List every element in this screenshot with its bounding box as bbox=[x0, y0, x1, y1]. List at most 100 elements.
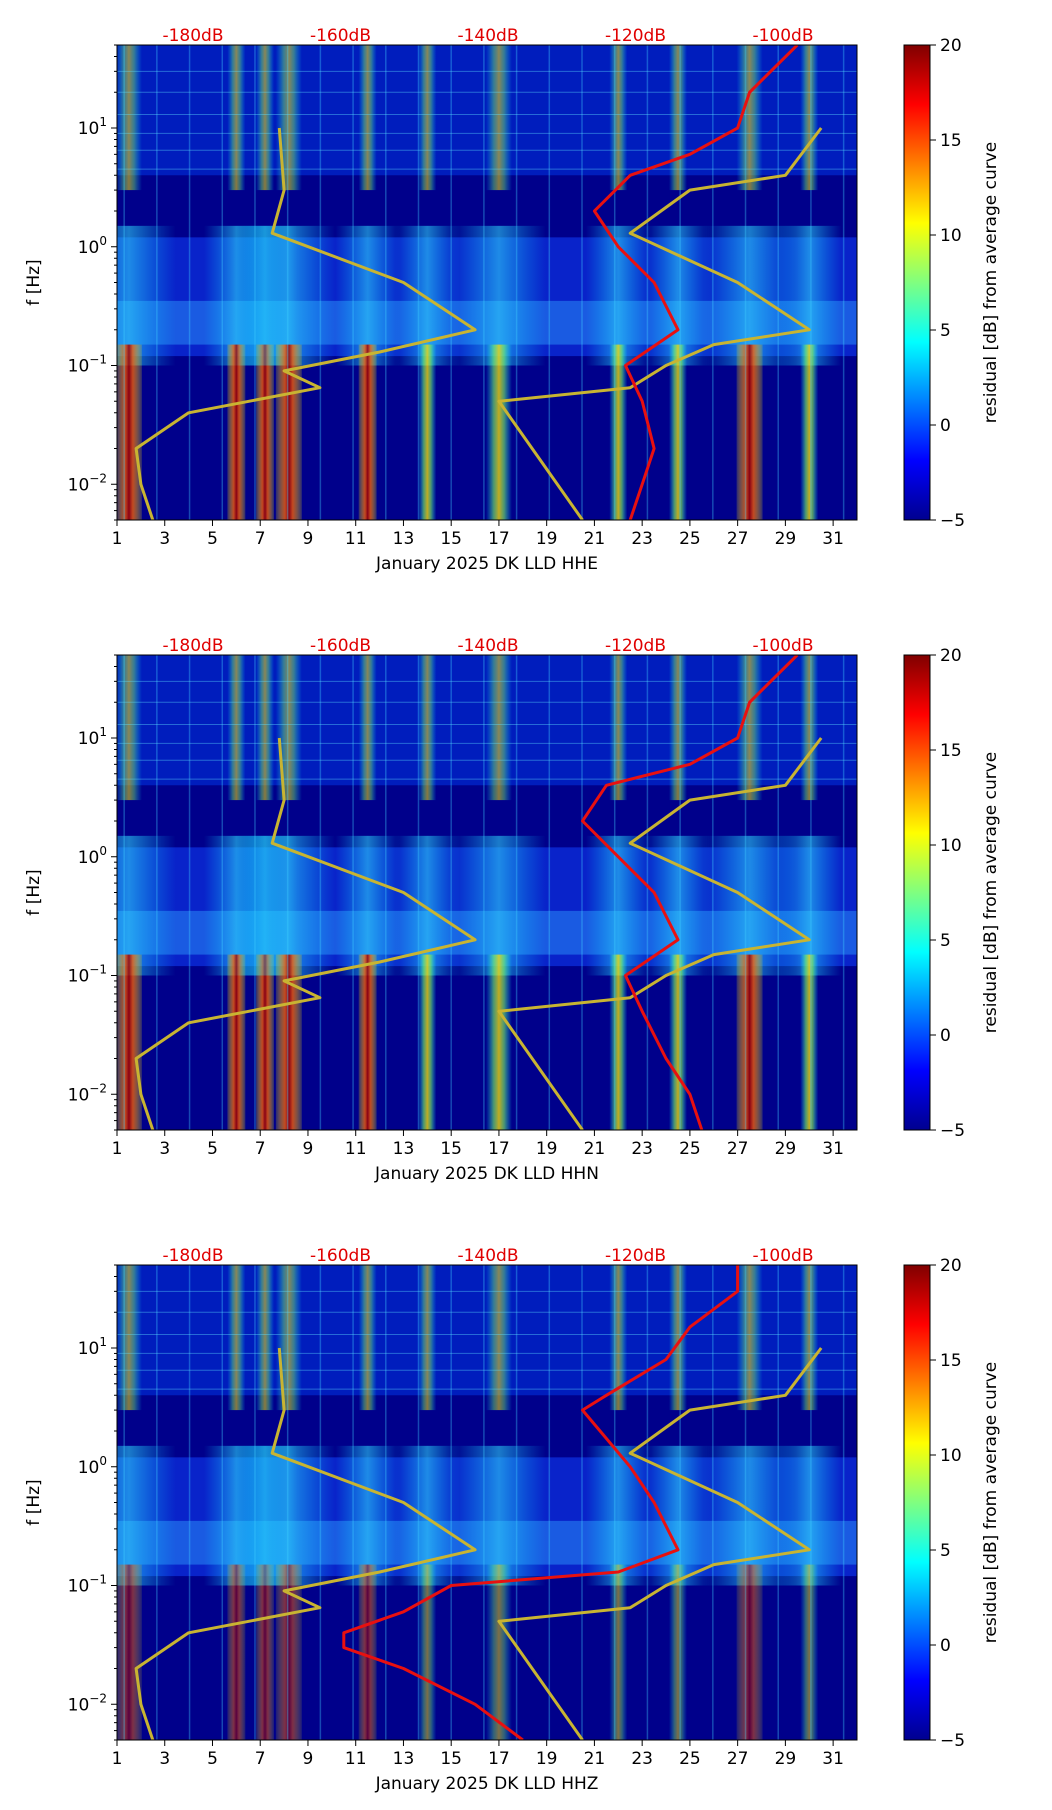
storm-glow bbox=[394, 225, 460, 366]
x-tick-label: 15 bbox=[440, 1139, 462, 1159]
x-tick-label: 15 bbox=[440, 529, 462, 549]
y-tick-label: 10−2 bbox=[68, 471, 107, 495]
x-tick-label: 3 bbox=[159, 529, 170, 549]
x-tick-label: 11 bbox=[345, 1139, 367, 1159]
top-db-label: -100dB bbox=[752, 1246, 813, 1266]
y-axis-label: f [Hz] bbox=[24, 869, 44, 915]
x-tick-label: 9 bbox=[303, 529, 314, 549]
colorbar-tick-label: 20 bbox=[940, 1256, 962, 1276]
x-tick-label: 7 bbox=[255, 1139, 266, 1159]
y-tick-label: 100 bbox=[78, 1454, 107, 1478]
noise-model-curve-low bbox=[134, 127, 477, 520]
storm-glow bbox=[394, 835, 460, 976]
top-db-label: -120dB bbox=[605, 1246, 666, 1266]
hf-column bbox=[358, 1265, 377, 1411]
colorbar-tick-label: 5 bbox=[940, 321, 951, 341]
x-tick-label: 21 bbox=[584, 529, 606, 549]
colorbar: −5 0 5 10 15 20 residual [dB] from average cur… bbox=[903, 646, 1001, 1141]
colorbar-tick-label: 15 bbox=[940, 741, 962, 761]
hf-column bbox=[256, 1265, 274, 1411]
x-tick-label: 17 bbox=[488, 1749, 510, 1769]
colorbar-tick-label: −5 bbox=[940, 1731, 965, 1751]
x-tick-label: 17 bbox=[488, 529, 510, 549]
hf-column bbox=[418, 655, 437, 801]
noise-model-curve bbox=[497, 737, 823, 1130]
average-psd-curve bbox=[581, 655, 799, 1130]
heatmap-area bbox=[117, 655, 857, 1130]
top-db-label: -140dB bbox=[457, 26, 518, 46]
x-tick-label: 1 bbox=[112, 529, 123, 549]
hf-column bbox=[117, 45, 142, 191]
storm-glow bbox=[776, 835, 842, 976]
x-tick-label: 1 bbox=[112, 1139, 123, 1159]
x-tick-label: 13 bbox=[393, 529, 415, 549]
storm-column bbox=[227, 954, 246, 1130]
storm-glow bbox=[776, 225, 842, 366]
colorbar-tick-label: 15 bbox=[940, 1351, 962, 1371]
top-db-label: -160dB bbox=[310, 26, 371, 46]
hf-column bbox=[609, 1265, 628, 1411]
storm-glow bbox=[335, 1445, 401, 1586]
hf-column bbox=[609, 655, 628, 801]
hf-column bbox=[418, 1265, 437, 1411]
x-tick-label: 17 bbox=[488, 1139, 510, 1159]
y-tick-label: 100 bbox=[78, 234, 107, 258]
top-db-label: -180dB bbox=[162, 26, 223, 46]
storm-glow bbox=[394, 1445, 460, 1586]
x-tick-label: 23 bbox=[631, 529, 653, 549]
storm-column bbox=[256, 954, 274, 1130]
hf-column bbox=[800, 1265, 819, 1411]
storm-column bbox=[227, 344, 246, 520]
storm-glow bbox=[335, 225, 401, 366]
x-tick-label: 13 bbox=[393, 1139, 415, 1159]
hf-column bbox=[117, 655, 142, 801]
storm-column bbox=[227, 1564, 246, 1740]
x-tick-label: 29 bbox=[775, 1139, 797, 1159]
x-tick-label: 27 bbox=[727, 1139, 749, 1159]
colorbar-tick-label: 20 bbox=[940, 36, 962, 56]
x-tick-label: 15 bbox=[440, 1749, 462, 1769]
colorbar-tick-label: 15 bbox=[940, 131, 962, 151]
colorbar-tick-label: 10 bbox=[940, 1446, 962, 1466]
hf-column bbox=[227, 1265, 246, 1411]
y-tick-label: 10−2 bbox=[68, 1081, 107, 1105]
hf-column bbox=[668, 45, 687, 191]
colorbar-tick-label: 5 bbox=[940, 931, 951, 951]
x-tick-label: 27 bbox=[727, 1749, 749, 1769]
x-tick-label: 23 bbox=[631, 1139, 653, 1159]
storm-column bbox=[418, 344, 437, 520]
storm-glow bbox=[242, 225, 336, 366]
colorbar-tick-label: −5 bbox=[940, 1121, 965, 1141]
x-axis-label: January 2025 DK LLD HHN bbox=[374, 1164, 599, 1184]
hf-column bbox=[736, 1265, 763, 1411]
colorbar-label: residual [dB] from average curve bbox=[981, 752, 1001, 1033]
colorbar-gradient bbox=[903, 44, 931, 521]
storm-column bbox=[668, 344, 687, 520]
storm-glow bbox=[645, 1445, 711, 1586]
hf-column bbox=[275, 1265, 302, 1411]
hf-column bbox=[227, 655, 246, 801]
x-tick-label: 19 bbox=[536, 1749, 558, 1769]
storm-glow bbox=[242, 1445, 336, 1586]
storm-column bbox=[117, 1564, 142, 1740]
hf-column bbox=[256, 655, 274, 801]
hf-column bbox=[358, 655, 377, 801]
x-tick-label: 11 bbox=[345, 529, 367, 549]
storm-glow bbox=[117, 225, 176, 366]
x-tick-label: 31 bbox=[822, 1139, 844, 1159]
storm-glow bbox=[585, 835, 651, 976]
top-db-label: -120dB bbox=[605, 26, 666, 46]
noise-model-curve bbox=[497, 1347, 823, 1740]
top-db-label: -160dB bbox=[310, 1246, 371, 1266]
storm-column bbox=[256, 344, 274, 520]
storm-glow bbox=[645, 225, 711, 366]
top-db-label: -140dB bbox=[457, 636, 518, 656]
y-axis-label: f [Hz] bbox=[24, 259, 44, 305]
average-psd-curve bbox=[342, 1265, 740, 1740]
colorbar-tick-label: 0 bbox=[940, 1636, 951, 1656]
noise-model-curve-low bbox=[134, 1347, 477, 1740]
x-tick-label: 19 bbox=[536, 1139, 558, 1159]
